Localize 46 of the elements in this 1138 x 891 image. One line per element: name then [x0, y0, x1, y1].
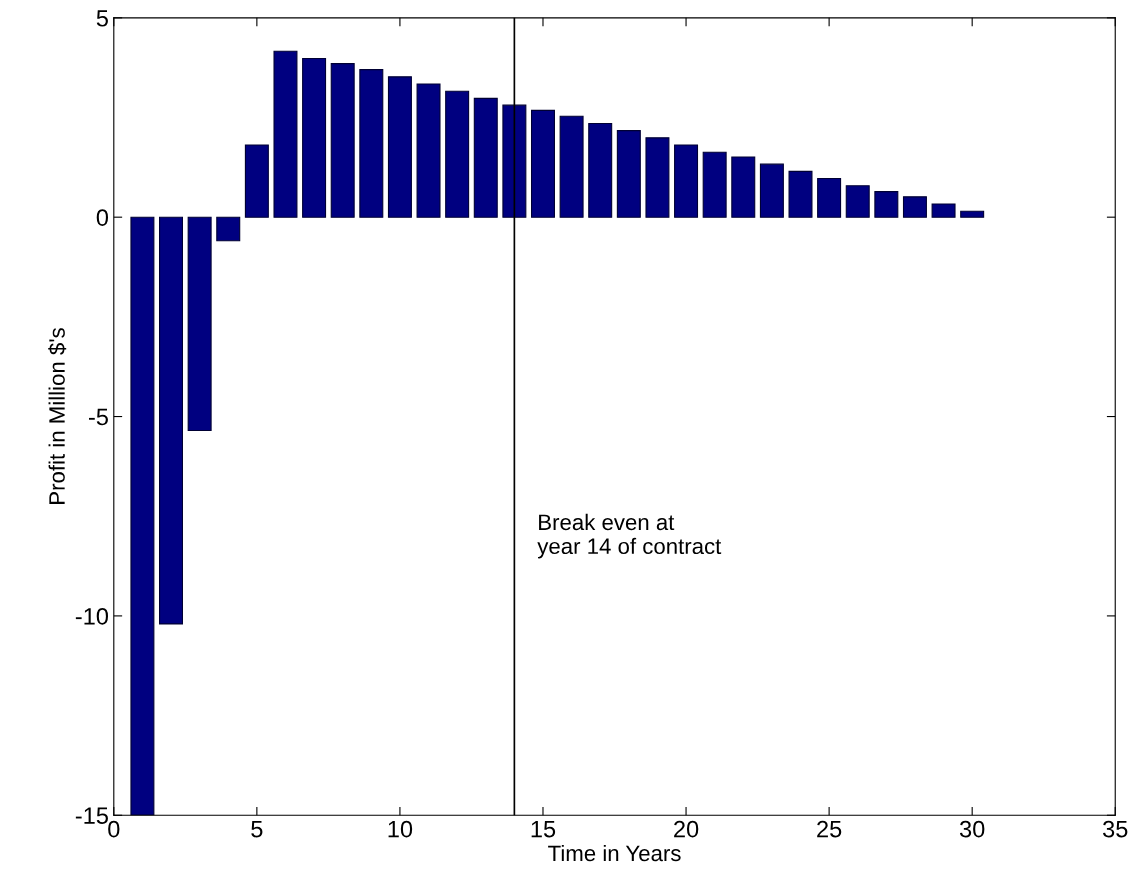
x-tick-label: 15: [531, 820, 556, 838]
bar: [130, 216, 155, 816]
y-tick-label: -15: [75, 807, 108, 825]
bar: [359, 69, 384, 218]
x-tick-label: 20: [674, 820, 699, 838]
bar: [187, 216, 212, 432]
bar: [530, 109, 555, 218]
bar: [445, 90, 470, 218]
x-axis-title: Time in Years: [548, 844, 681, 862]
bar: [845, 185, 870, 218]
bar: [502, 104, 527, 218]
bar: [302, 57, 327, 218]
bar: [731, 156, 756, 218]
bar: [902, 196, 927, 218]
bar: [960, 210, 985, 218]
bar: [674, 144, 699, 218]
bar: [387, 76, 412, 218]
bar: [216, 216, 241, 242]
bar: [702, 151, 727, 218]
x-tick-label: 10: [388, 820, 413, 838]
bar: [788, 170, 813, 218]
bar: [759, 163, 784, 218]
bar: [874, 191, 899, 218]
y-tick-label: 0: [96, 209, 109, 226]
x-tick-label: 0: [108, 820, 120, 838]
bar: [159, 216, 184, 625]
y-tick-label: -5: [88, 408, 108, 426]
y-tick-label: -10: [75, 607, 109, 625]
y-tick-label: 5: [96, 10, 108, 27]
bar: [473, 97, 498, 218]
bar: [244, 144, 269, 218]
bar: [616, 130, 641, 218]
y-axis-title: Profit in Million $'s: [48, 328, 67, 504]
ref-line-label: Break even at year 14 of contract: [537, 513, 722, 559]
x-tick-label: 30: [959, 820, 985, 838]
x-tick-label: 35: [1103, 820, 1128, 838]
bar: [588, 122, 613, 218]
bar: [330, 63, 355, 218]
bar: [559, 115, 584, 218]
bar: [645, 137, 670, 218]
bar: [273, 50, 298, 218]
x-tick-label: 5: [251, 820, 263, 838]
bar: [817, 177, 842, 218]
bar: [416, 83, 441, 218]
x-tick-label: 25: [817, 820, 842, 838]
bar: [931, 203, 956, 218]
